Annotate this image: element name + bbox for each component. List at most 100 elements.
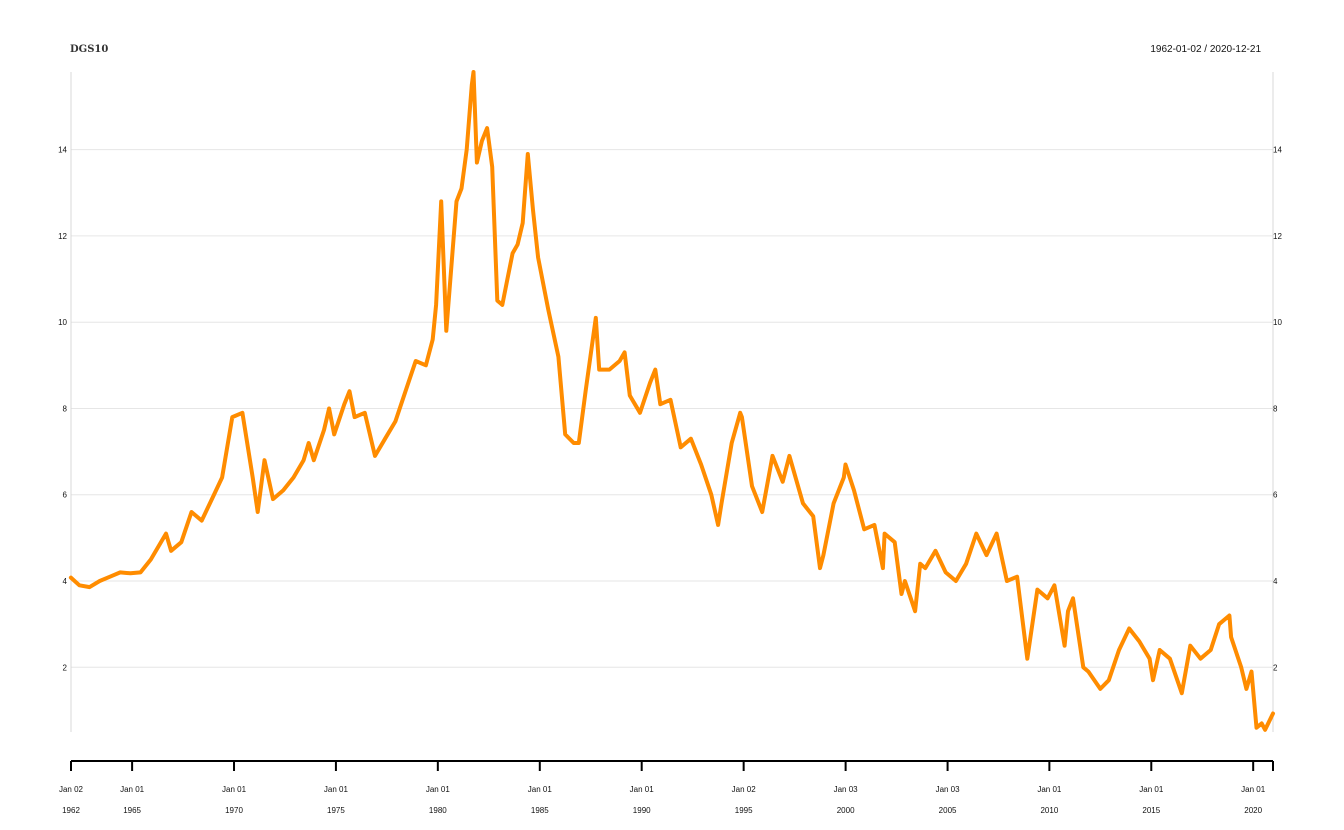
data-point: [658, 402, 662, 406]
data-point: [730, 441, 734, 445]
data-point: [584, 389, 588, 393]
data-point: [281, 488, 285, 492]
data-point: [271, 497, 275, 501]
data-point: [985, 553, 988, 557]
data-point: [1271, 712, 1275, 715]
data-point: [1127, 627, 1131, 630]
x-tick-year-label: 1975: [327, 806, 345, 815]
data-point: [332, 432, 336, 436]
data-point: [546, 307, 550, 311]
data-point: [348, 389, 351, 393]
data-point: [572, 441, 576, 445]
data-point: [256, 510, 260, 514]
data-point: [844, 463, 847, 466]
y-axis-right: 2 4 6 8 10 12 14: [1273, 146, 1282, 673]
data-point: [200, 519, 204, 523]
data-point: [801, 501, 805, 505]
x-tick-label: Jan 01: [528, 785, 553, 794]
data-point: [1250, 670, 1253, 674]
data-point: [404, 389, 407, 393]
data-point: [393, 419, 397, 423]
data-point: [1137, 639, 1141, 643]
data-point: [495, 299, 499, 303]
data-point: [944, 570, 948, 574]
data-point: [1035, 588, 1039, 592]
data-point: [88, 585, 92, 589]
data-point: [669, 398, 672, 402]
data-point: [1063, 644, 1067, 648]
data-point: [139, 570, 142, 574]
data-point: [594, 316, 598, 320]
data-point: [689, 437, 693, 441]
data-point: [424, 363, 428, 367]
data-point: [577, 441, 581, 445]
chart-title: DGS10: [70, 44, 108, 55]
y-tick-label-right: 4: [1273, 577, 1278, 586]
data-point: [1025, 657, 1029, 661]
y-tick-label-left: 14: [58, 146, 67, 155]
data-point: [964, 562, 968, 566]
data-point: [1015, 575, 1019, 579]
data-point: [771, 454, 774, 458]
data-point: [1158, 648, 1162, 652]
x-tick-year-label: 1970: [225, 806, 243, 815]
data-point: [1098, 687, 1102, 691]
data-point: [1229, 635, 1233, 639]
data-point: [740, 415, 744, 419]
data-point: [1180, 691, 1184, 695]
data-point: [918, 562, 922, 566]
data-point: [818, 566, 822, 570]
data-point: [455, 199, 458, 203]
data-point: [292, 476, 295, 479]
data-point: [628, 394, 632, 397]
x-tick-year-label: 1965: [123, 806, 141, 815]
x-tick-label: Jan 01: [426, 785, 451, 794]
date-range-label: 1962-01-02 / 2020-12-21: [1150, 44, 1261, 55]
data-point: [1227, 614, 1231, 617]
data-point: [750, 484, 754, 488]
data-point: [1188, 644, 1192, 648]
data-point: [623, 350, 627, 354]
data-point: [1148, 657, 1152, 661]
x-tick-label: Jan 03: [834, 785, 859, 794]
data-point: [1199, 657, 1202, 661]
data-point: [1239, 665, 1243, 669]
data-point: [862, 527, 866, 531]
x-tick-label: Jan 02: [59, 785, 84, 794]
data-point: [563, 432, 567, 436]
x-tick-label: Jan 01: [1139, 785, 1164, 794]
x-tick-year-label: 2015: [1142, 806, 1160, 815]
data-point: [190, 510, 193, 514]
data-point: [872, 523, 876, 527]
data-point: [251, 476, 255, 479]
x-tick-year-label: 1980: [429, 806, 447, 815]
data-point: [954, 579, 958, 583]
data-point: [934, 549, 937, 553]
x-tick-label: Jan 01: [120, 785, 145, 794]
data-point: [1046, 596, 1050, 600]
x-tick-year-label: 1985: [531, 806, 549, 815]
x-tick-year-label: 1990: [633, 806, 651, 815]
data-point: [709, 493, 713, 497]
data-point: [383, 437, 387, 441]
data-point: [373, 454, 377, 458]
data-point: [536, 256, 540, 259]
data-point: [648, 381, 652, 385]
x-tick-label: Jan 01: [1241, 785, 1266, 794]
data-point: [760, 510, 764, 514]
data-point: [1117, 648, 1121, 652]
data-point: [434, 303, 438, 307]
data-point: [169, 549, 173, 553]
series-line: [68, 70, 1275, 732]
data-point: [995, 532, 999, 536]
data-point: [1168, 657, 1172, 661]
y-tick-label-right: 2: [1273, 663, 1278, 672]
x-tick-year-label: 2005: [939, 806, 957, 815]
data-point: [903, 579, 907, 583]
x-tick-year-label: 1995: [735, 806, 753, 815]
data-point: [1081, 665, 1085, 669]
data-point: [77, 583, 81, 587]
data-point: [263, 458, 266, 462]
data-point: [900, 592, 903, 596]
data-point: [1260, 721, 1264, 725]
